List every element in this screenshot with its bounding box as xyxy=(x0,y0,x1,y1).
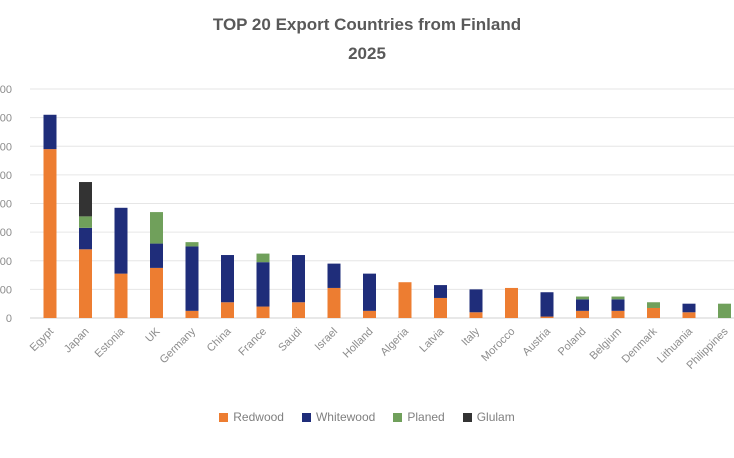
x-tick-label: Holland xyxy=(341,326,376,361)
bar-whitewood-germany xyxy=(185,246,199,311)
x-tick-label: China xyxy=(205,325,234,354)
y-tick-label: 400 xyxy=(0,199,12,211)
bar-whitewood-poland xyxy=(576,299,589,311)
legend-swatch xyxy=(393,412,403,422)
bar-redwood-belgium xyxy=(611,310,625,318)
x-tick-label: Israel xyxy=(313,326,341,354)
x-tick-label: Egypt xyxy=(28,326,56,354)
y-axis: 0 100 200 300 400 500 600 700 800 xyxy=(0,84,12,325)
legend-label: Glulam xyxy=(476,410,515,424)
x-tick-label: Poland xyxy=(556,326,589,359)
bar-planed-denmark xyxy=(647,302,660,308)
bar-redwood-morocco xyxy=(505,287,518,318)
legend-label: Whitewood xyxy=(315,410,376,424)
legend-item-redwood: Redwood xyxy=(219,410,284,424)
x-tick-label: Denmark xyxy=(620,325,660,365)
bar-whitewood-china xyxy=(221,255,234,303)
x-tick-label: Italy xyxy=(459,325,482,348)
bar-whitewood-italy xyxy=(469,289,483,313)
x-tick-label: Japan xyxy=(62,326,92,356)
y-tick-label: 600 xyxy=(0,141,12,153)
x-tick-label: Saudi xyxy=(276,326,304,354)
y-tick-label: 700 xyxy=(0,113,12,125)
bar-redwood-algeria xyxy=(398,282,412,318)
bar-redwood-holland xyxy=(363,310,376,318)
legend: Redwood Whitewood Planed Glulam xyxy=(0,410,734,424)
bar-whitewood-estonia xyxy=(114,207,128,274)
legend-swatch xyxy=(462,412,472,422)
y-tick-label: 800 xyxy=(0,84,12,96)
bar-planed-uk xyxy=(150,212,163,244)
bar-planed-philippines xyxy=(718,303,731,318)
bar-redwood-israel xyxy=(327,287,341,318)
bar-redwood-austria xyxy=(540,316,554,318)
bar-redwood-poland xyxy=(576,310,589,318)
bar-redwood-japan xyxy=(79,249,92,318)
bar-whitewood-france xyxy=(256,262,270,307)
gridlines xyxy=(30,88,734,319)
bar-planed-poland xyxy=(576,296,589,300)
bar-planed-japan xyxy=(79,216,92,228)
legend-label: Redwood xyxy=(233,410,284,424)
x-tick-label: Germany xyxy=(158,325,199,366)
legend-label: Planed xyxy=(407,410,445,424)
bar-glulam-japan xyxy=(79,182,92,217)
y-tick-label: 100 xyxy=(0,284,12,296)
bar-redwood-france xyxy=(256,306,270,318)
legend-swatch xyxy=(301,412,311,422)
x-tick-label: Estonia xyxy=(93,325,128,360)
bar-whitewood-holland xyxy=(363,273,376,311)
x-tick-label: UK xyxy=(143,325,163,345)
y-tick-label: 300 xyxy=(0,227,12,239)
bar-whitewood-saudi xyxy=(292,255,305,303)
bar-redwood-latvia xyxy=(434,297,447,318)
bar-redwood-uk xyxy=(150,267,163,318)
x-tick-label: Belgium xyxy=(588,326,625,363)
legend-swatch xyxy=(219,412,229,422)
bar-planed-belgium xyxy=(611,296,625,300)
y-tick-label: 0 xyxy=(6,313,12,325)
bar-whitewood-israel xyxy=(327,263,341,288)
bar-redwood-italy xyxy=(469,312,483,318)
y-tick-label: 200 xyxy=(0,256,12,268)
bar-whitewood-belgium xyxy=(611,299,625,311)
bar-redwood-egypt xyxy=(43,149,57,318)
bars xyxy=(43,114,731,318)
bar-redwood-lithuania xyxy=(682,312,696,318)
bar-redwood-germany xyxy=(185,310,199,318)
bar-planed-france xyxy=(256,253,270,263)
x-tick-label: France xyxy=(236,326,269,359)
bar-whitewood-lithuania xyxy=(682,303,696,313)
y-tick-label: 500 xyxy=(0,170,12,182)
bar-whitewood-egypt xyxy=(43,114,57,150)
bar-redwood-estonia xyxy=(114,273,128,318)
bar-whitewood-uk xyxy=(150,243,163,268)
bar-redwood-china xyxy=(221,302,234,318)
x-tick-label: Austria xyxy=(520,325,553,358)
x-tick-label: Latvia xyxy=(417,325,447,355)
bar-whitewood-japan xyxy=(79,227,92,250)
x-tick-label: Algeria xyxy=(378,325,411,358)
bar-redwood-denmark xyxy=(647,307,660,318)
chart-title: TOP 20 Export Countries from Finland xyxy=(212,15,522,34)
chart-subtitle: 2025 xyxy=(348,44,386,63)
bar-whitewood-austria xyxy=(540,292,554,317)
legend-item-whitewood: Whitewood xyxy=(301,410,376,424)
bar-planed-germany xyxy=(185,242,199,247)
legend-item-planed: Planed xyxy=(393,410,445,424)
bar-whitewood-latvia xyxy=(434,285,447,298)
bar-redwood-saudi xyxy=(292,302,305,318)
legend-item-glulam: Glulam xyxy=(462,410,515,424)
x-tick-label: Morocco xyxy=(479,326,517,364)
